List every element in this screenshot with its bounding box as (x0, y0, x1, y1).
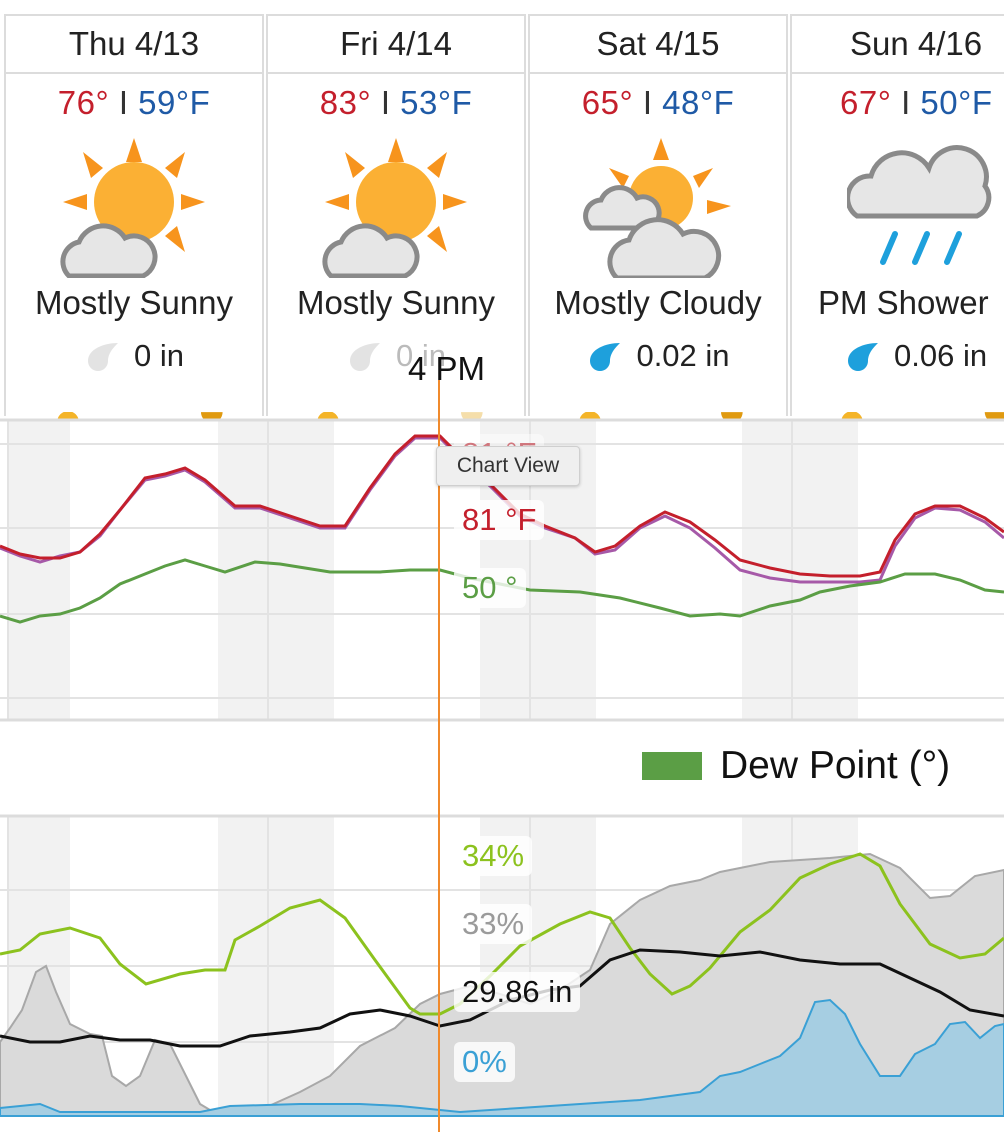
low-temp: 59°F (138, 84, 211, 121)
day-date: Sat 4/15 (530, 16, 786, 74)
chart-legend: Dew Point (°) (642, 744, 950, 788)
low-temp: 53°F (400, 84, 473, 121)
precip-chance-area (0, 998, 1004, 1117)
precip-amount: 0.02 in (530, 338, 786, 374)
dew-point-swatch (642, 752, 702, 780)
high-temp: 83° (319, 84, 372, 121)
day-column[interactable]: Sat 4/15 65° I 48°F Mostly Cloudy 0.02 i… (528, 14, 788, 422)
precip-amount: 0 in (6, 338, 262, 374)
hover-pressure: 29.86 in (454, 972, 581, 1012)
pressure-line (0, 948, 1004, 1048)
hover-crosshair (438, 380, 440, 1132)
day-date: Sun 4/16 (792, 16, 1004, 74)
high-temp: 76° (57, 84, 110, 121)
low-temp: 48°F (662, 84, 735, 121)
cloud-cover-area (0, 852, 1004, 1118)
chart-view-tooltip: Chart View (436, 446, 580, 486)
raindrop-icon (590, 343, 621, 371)
condition-label: Mostly Sunny (34, 284, 234, 321)
precip-value: 0 in (396, 338, 446, 373)
rain-cloud-icon (845, 138, 997, 283)
raindrop-icon (848, 343, 878, 371)
hover-dew-point: 50 ° (454, 568, 526, 608)
hover-time-label: 4 PM (408, 350, 486, 387)
cloud-sun-icon (583, 138, 733, 283)
hover-temperature: 81 °F (454, 500, 545, 540)
sun-cloud-icon (321, 138, 471, 283)
high-temp: 67° (840, 84, 892, 121)
precip-amount: 0 in (268, 338, 524, 374)
day-column[interactable]: Thu 4/13 76° I 59°F Mostly Sunny 0 in (4, 14, 264, 422)
low-temp: 50°F (920, 84, 993, 121)
day-temps: 76° I 59°F (6, 84, 262, 122)
temp-separator: I (901, 84, 911, 121)
condition-label: Mostly Sunny (296, 284, 496, 321)
condition-label: PM Shower (818, 284, 989, 321)
legend-dew-point: Dew Point (°) (720, 744, 951, 787)
temp-separator: I (642, 84, 653, 121)
hover-precip-chance: 0% (454, 1042, 515, 1082)
precip-amount: 0.06 in (792, 338, 1004, 374)
hover-humidity: 34% (454, 836, 533, 876)
day-date: Thu 4/13 (6, 16, 262, 74)
forecast-strip: Thu 4/13 76° I 59°F Mostly Sunny 0 in (0, 0, 1004, 422)
hover-cloud-cover: 33% (454, 904, 533, 944)
condition-label: Mostly Cloudy (554, 284, 762, 321)
day-temps: 83° I 53°F (268, 84, 524, 122)
precip-value: 0 in (134, 338, 184, 373)
day-column[interactable]: Fri 4/14 83° I 53°F Mostly Sunny 0 in (266, 14, 526, 422)
temp-separator: I (380, 84, 391, 121)
day-date: Fri 4/14 (268, 16, 524, 74)
precip-value: 0.02 in (636, 338, 730, 373)
day-temps: 65° I 48°F (530, 84, 786, 122)
day-column[interactable]: Sun 4/16 67° I 50°F PM Shower 0.06 in (790, 14, 1004, 422)
sun-cloud-icon (59, 138, 209, 283)
high-temp: 65° (581, 84, 634, 121)
conditions-chart[interactable] (0, 814, 1004, 1132)
raindrop-empty-icon (350, 343, 380, 371)
raindrop-empty-icon (88, 343, 118, 371)
day-temps: 67° I 50°F (792, 84, 1004, 122)
temp-separator: I (118, 84, 129, 121)
precip-value: 0.06 in (894, 338, 988, 373)
